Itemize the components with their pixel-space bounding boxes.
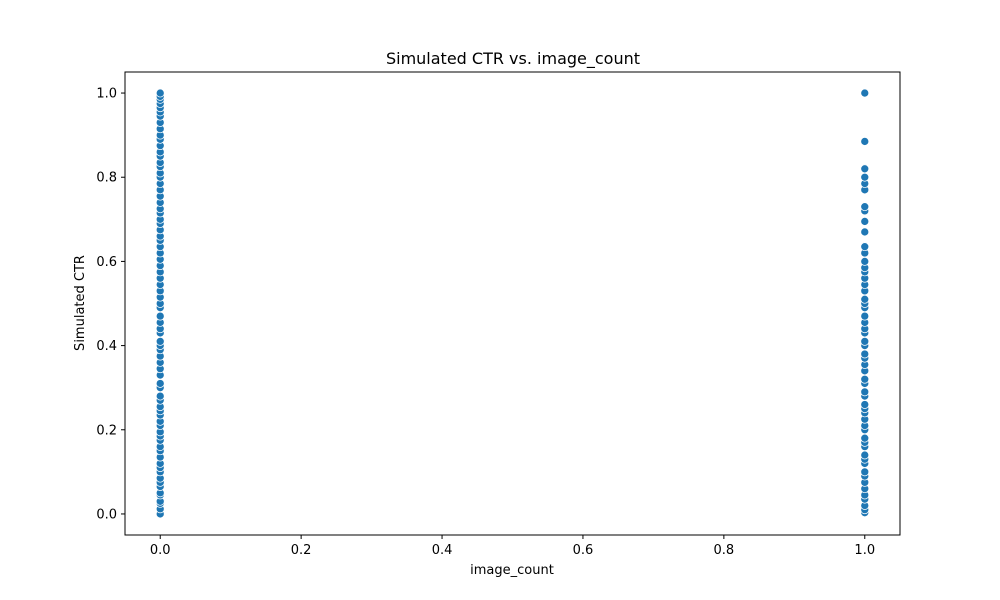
x-tick-label: 0.8 xyxy=(714,543,735,558)
data-point xyxy=(155,337,165,346)
data-point xyxy=(860,202,870,212)
y-axis-label: Simulated CTR xyxy=(73,255,88,351)
data-point xyxy=(155,391,165,401)
chart-title: Simulated CTR vs. image_count xyxy=(386,49,640,69)
data-point xyxy=(860,242,870,252)
data-point xyxy=(860,467,870,477)
data-point xyxy=(860,294,870,304)
data-point xyxy=(860,217,870,226)
data-point xyxy=(860,88,870,98)
y-tick-label: 0.6 xyxy=(96,255,117,270)
data-point xyxy=(860,257,870,266)
x-axis-label: image_count xyxy=(470,563,554,578)
y-tick-label: 0.4 xyxy=(96,339,117,354)
data-point xyxy=(860,227,870,237)
y-tick-label: 0.0 xyxy=(96,507,117,522)
x-tick-label: 0.4 xyxy=(432,543,453,558)
data-point xyxy=(860,450,870,460)
data-point xyxy=(860,311,870,321)
data-point xyxy=(860,137,870,146)
data-point xyxy=(860,374,870,384)
data-point xyxy=(155,379,165,388)
data-point xyxy=(155,311,165,321)
y-tick-label: 0.2 xyxy=(96,423,117,438)
x-tick-label: 0.6 xyxy=(573,543,594,558)
plot-area-frame xyxy=(124,71,901,536)
data-point xyxy=(860,164,870,174)
x-tick-label: 0.0 xyxy=(150,543,171,558)
data-point xyxy=(860,433,870,443)
x-axis: 0.0 0.2 0.4 0.6 0.8 1.0 xyxy=(150,535,875,558)
y-axis: 0.0 0.2 0.4 0.6 0.8 1.0 xyxy=(96,87,125,522)
data-point xyxy=(860,387,870,397)
data-point xyxy=(860,400,870,409)
x-tick-label: 1.0 xyxy=(854,543,875,558)
y-tick-label: 1.0 xyxy=(96,87,117,102)
y-tick-label: 0.8 xyxy=(96,171,117,186)
data-point xyxy=(860,349,870,359)
data-point xyxy=(155,88,165,98)
x-tick-label: 0.2 xyxy=(291,543,312,558)
data-point xyxy=(860,172,870,182)
points-layer xyxy=(155,88,870,519)
data-point xyxy=(860,337,870,346)
